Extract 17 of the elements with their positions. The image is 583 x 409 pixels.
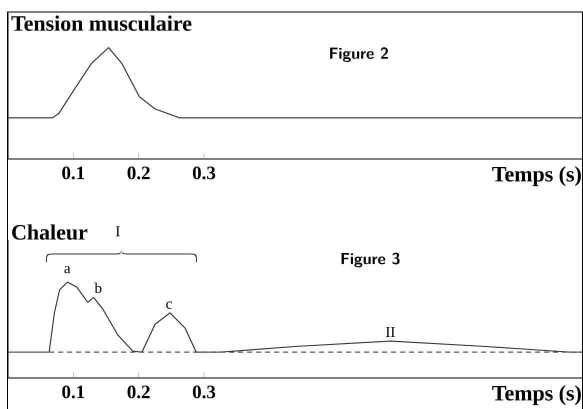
x-axis-title: Temps (s) xyxy=(492,166,581,186)
x-tick-label: 0.2 xyxy=(128,386,150,398)
y-axis-title: Chaleur xyxy=(12,224,88,240)
x-axis-title: Temps (s) xyxy=(492,385,581,406)
text: a xyxy=(64,266,70,274)
x-tick-label: 0.2 xyxy=(128,166,150,180)
x-tick-label: 0.3 xyxy=(192,166,216,180)
x-tick-label: 0.3 xyxy=(192,386,216,398)
annotation: b xyxy=(94,282,102,294)
annotation: c xyxy=(166,302,172,309)
annotation: II xyxy=(386,327,395,337)
text: I xyxy=(116,226,120,236)
x-tick-label: 0.1 xyxy=(62,166,84,180)
chart-title: Figure 3 xyxy=(342,252,400,268)
x-tick-label: 0.1 xyxy=(62,386,84,398)
chart-title: Figure 2 xyxy=(330,47,388,62)
y-axis-title: Tension musculaire xyxy=(11,15,192,31)
